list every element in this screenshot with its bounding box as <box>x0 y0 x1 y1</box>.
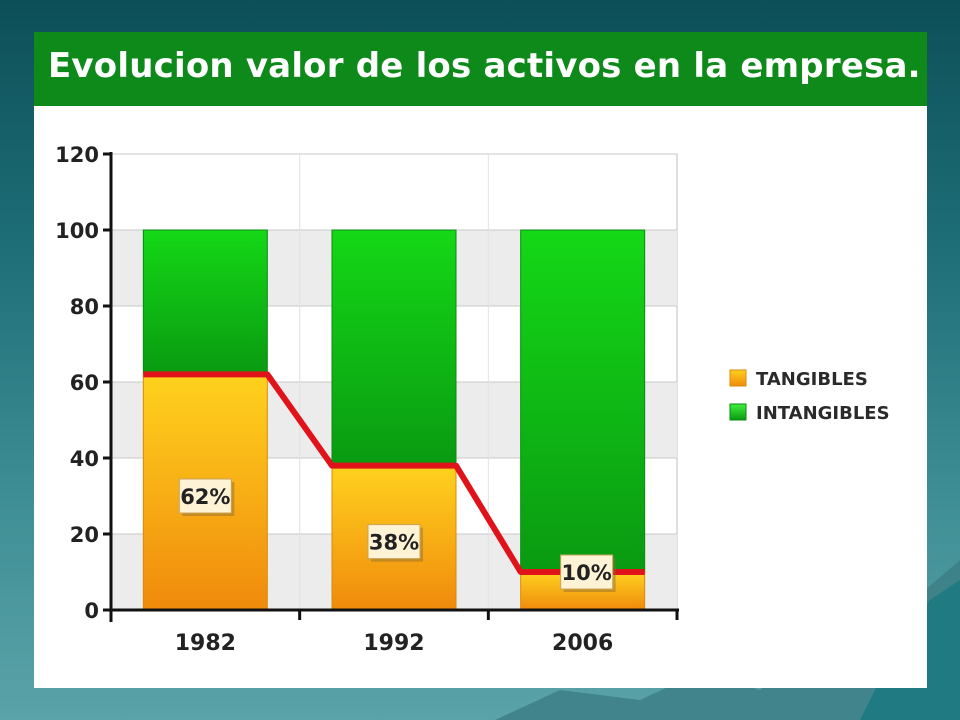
svg-text:10%: 10% <box>562 561 612 585</box>
data-label-1982: 62% <box>178 478 235 516</box>
x-tick-label-1992: 1992 <box>363 631 424 656</box>
slide-title: Evolucion valor de los activos en la emp… <box>48 46 921 86</box>
legend-swatch-tangibles <box>729 369 747 387</box>
y-tick-label: 120 <box>55 143 99 167</box>
legend-label-tangibles: TANGIBLES <box>756 369 868 390</box>
y-tick-label: 40 <box>70 447 99 471</box>
data-label-1992: 38% <box>367 524 423 562</box>
slide-panel: Evolucion valor de los activos en la emp… <box>34 32 927 688</box>
y-tick-label: 80 <box>70 295 99 319</box>
x-tick-label-1982: 1982 <box>175 631 236 656</box>
svg-text:38%: 38% <box>369 531 419 555</box>
legend-swatch-intangibles <box>729 403 747 421</box>
data-label-2006: 10% <box>560 554 616 592</box>
y-tick-label: 0 <box>84 599 99 623</box>
bar-intangibles-1982 <box>142 229 268 375</box>
stacked-bar-chart: 62% 38% 10% 0 20 40 60 80 100 120 1982 1992 2006 TANG… <box>55 143 890 656</box>
title-bar: Evolucion valor de los activos en la emp… <box>34 32 927 106</box>
legend-label-intangibles: INTANGIBLES <box>756 403 890 424</box>
svg-text:62%: 62% <box>180 485 230 509</box>
bar-intangibles-1992 <box>331 229 457 467</box>
trend-line <box>143 371 645 575</box>
y-tick-label: 60 <box>70 371 99 395</box>
bar-intangibles-2006 <box>520 229 646 573</box>
y-tick-label: 20 <box>70 523 99 547</box>
x-tick-label-2006: 2006 <box>552 631 613 656</box>
y-tick-label: 100 <box>55 219 99 243</box>
